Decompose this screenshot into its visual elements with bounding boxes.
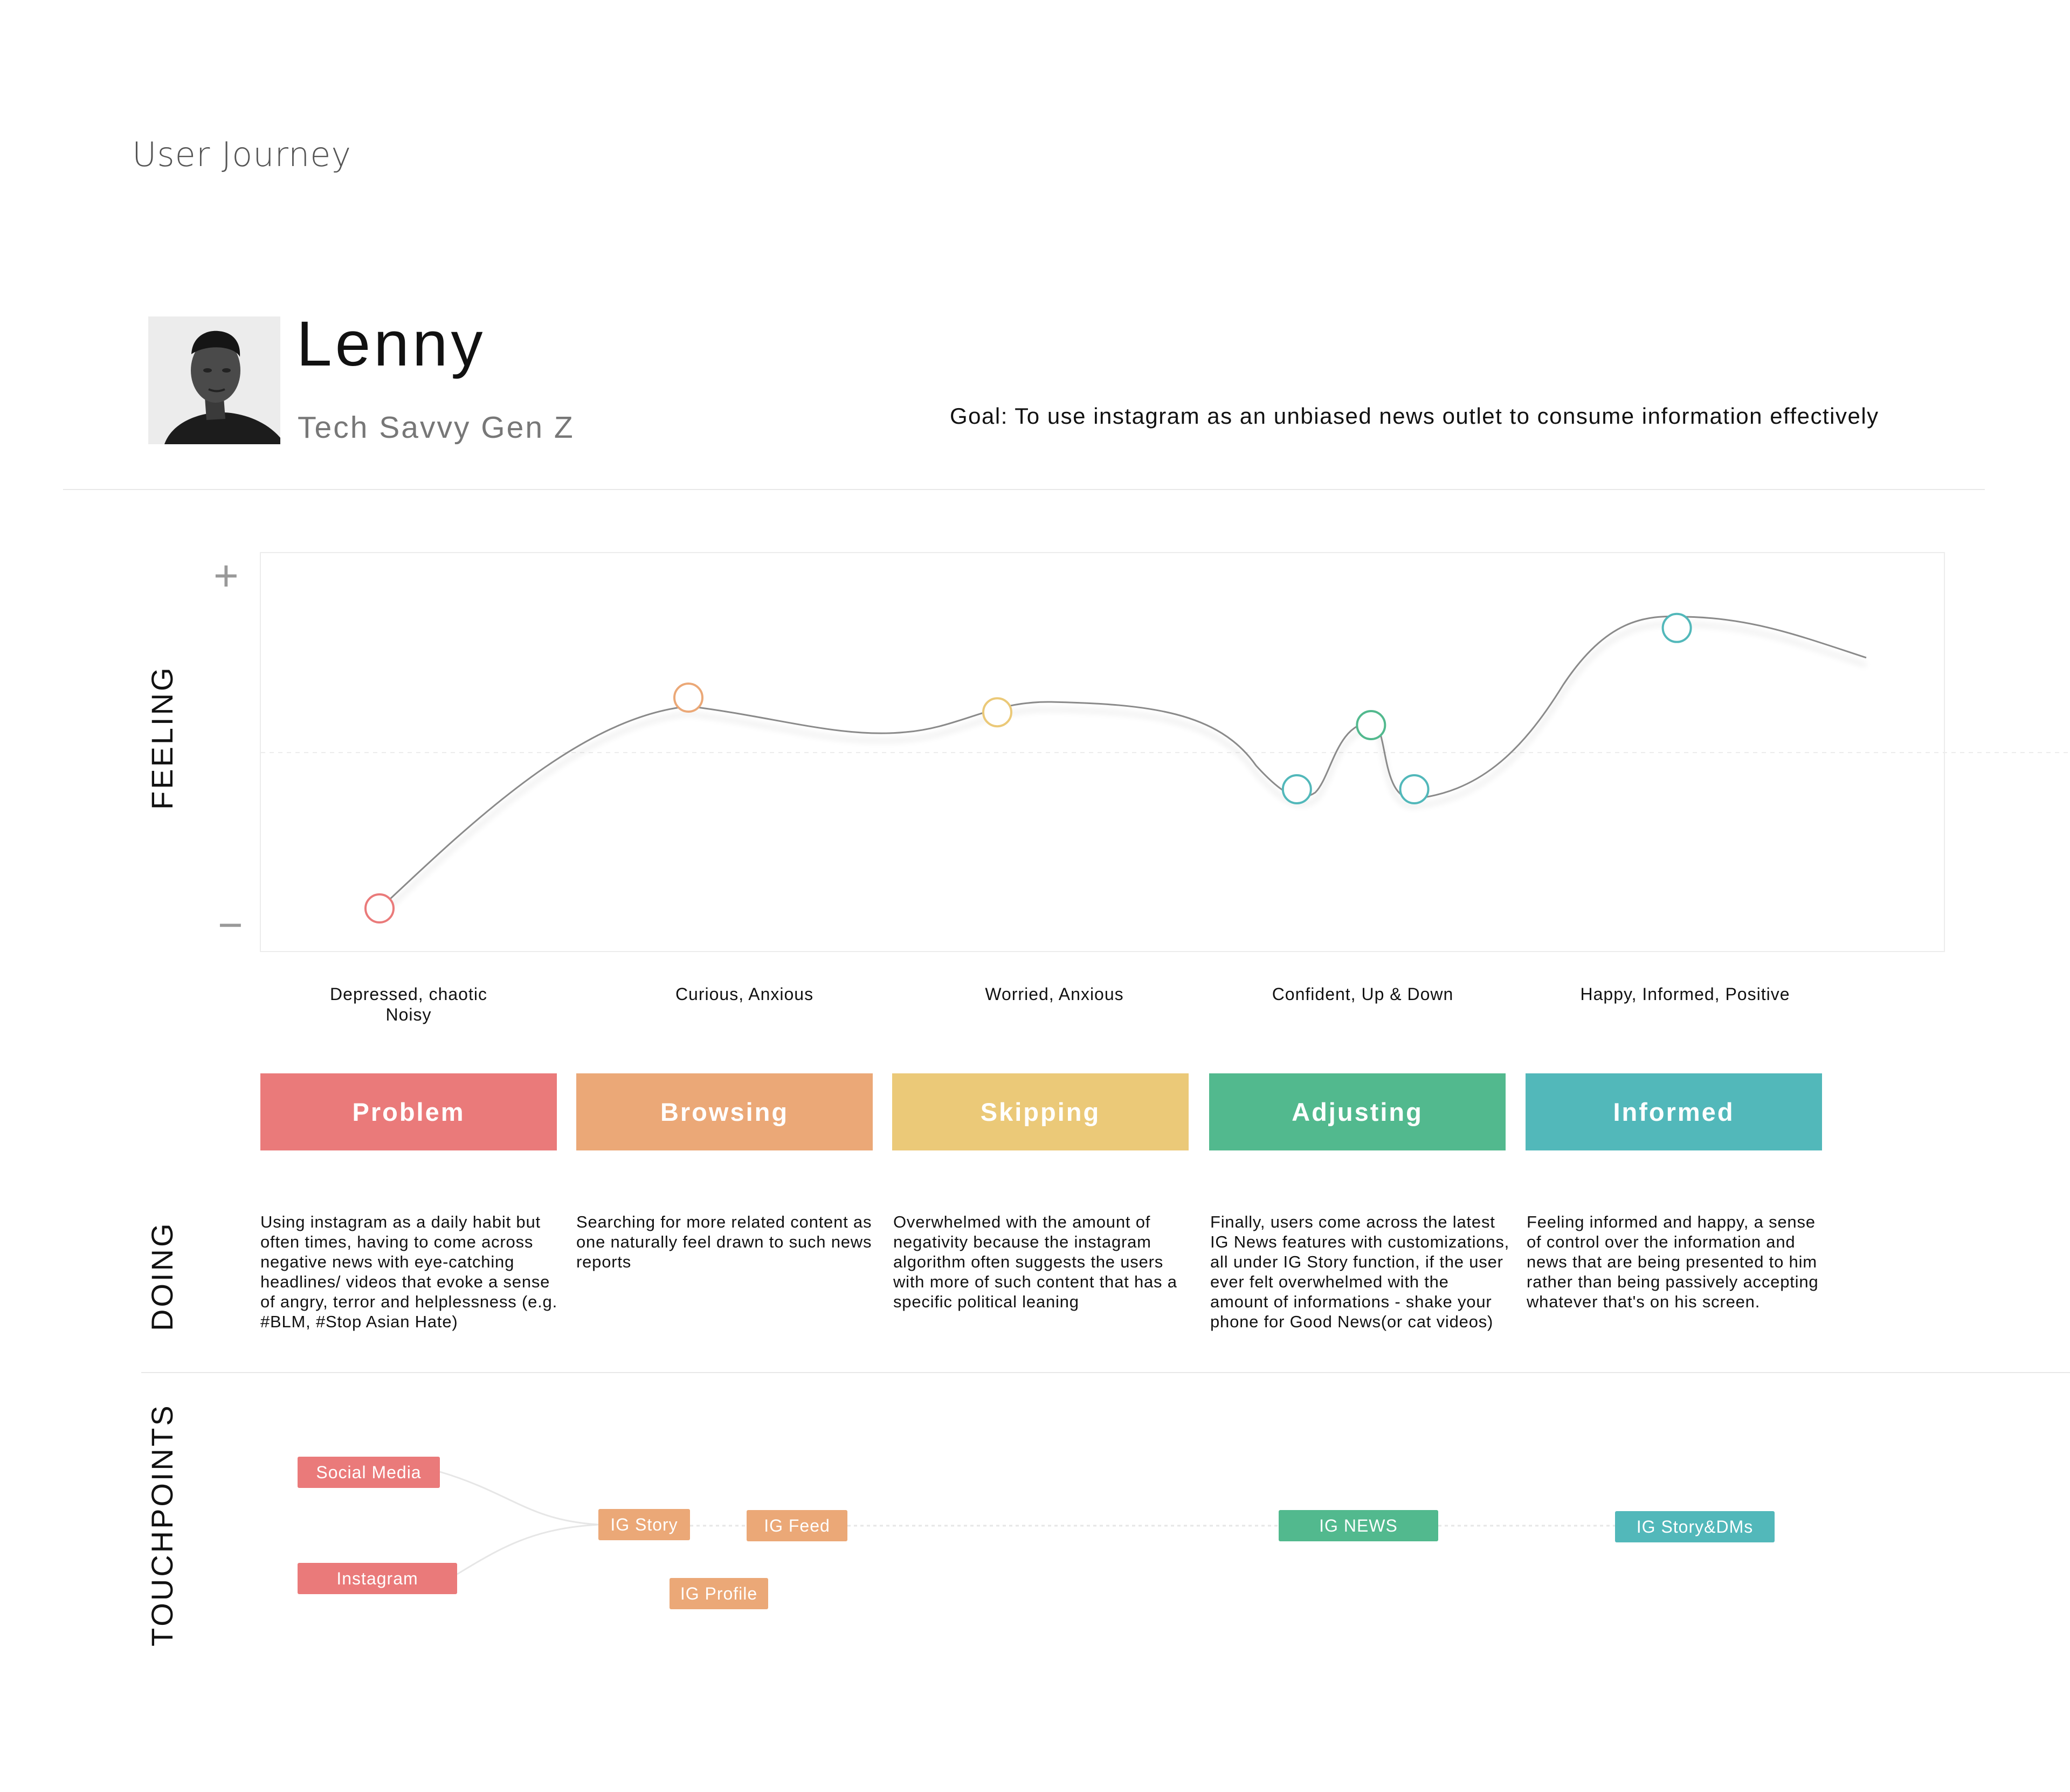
touchpoint-ig-story-dms: IG Story&DMs — [1615, 1511, 1775, 1542]
feeling-label-2-line1: Curious, Anxious — [675, 984, 814, 1004]
doing-adjusting: Finally, users come across the latest IG… — [1210, 1212, 1510, 1331]
feeling-label-5-line1: Happy, Informed, Positive — [1580, 984, 1790, 1004]
feeling-point-5 — [1356, 710, 1386, 740]
feeling-label-1-line2: Noisy — [385, 1005, 432, 1024]
feeling-label-1-line1: Depressed, chaotic — [330, 984, 487, 1004]
touchpoint-connectors — [439, 1471, 1615, 1575]
persona-type: Tech Savvy Gen Z — [298, 410, 575, 445]
feeling-point-4 — [1281, 774, 1312, 804]
doing-browsing: Searching for more related content as on… — [576, 1212, 872, 1271]
feeling-label-3-line1: Worried, Anxious — [985, 984, 1124, 1004]
stage-informed: Informed — [1526, 1073, 1822, 1150]
feeling-chart — [261, 612, 2070, 923]
persona-name: Lenny — [296, 308, 486, 380]
feeling-point-2 — [673, 683, 703, 713]
touchpoint-instagram: Instagram — [298, 1563, 457, 1594]
touchpoint-ig-feed: IG Feed — [747, 1510, 847, 1541]
row-label-doing: DOING — [145, 1221, 179, 1331]
axis-minus-label: − — [218, 901, 243, 949]
touchpoint-ig-news: IG NEWS — [1279, 1510, 1438, 1541]
touchpoint-ig-profile: IG Profile — [670, 1578, 768, 1609]
avatar — [148, 316, 280, 444]
stage-skipping: Skipping — [892, 1073, 1189, 1150]
axis-plus-label: + — [213, 552, 239, 599]
feeling-point-1 — [364, 893, 395, 923]
persona-goal: Goal: To use instagram as an unbiased ne… — [950, 403, 1879, 429]
stage-browsing: Browsing — [576, 1073, 873, 1150]
stage-adjusting: Adjusting — [1209, 1073, 1506, 1150]
feeling-label-4: Confident, Up & Down — [1244, 984, 1481, 1004]
doing-skipping: Overwhelmed with the amount of negativit… — [893, 1212, 1177, 1311]
feeling-point-6 — [1399, 774, 1430, 804]
feeling-label-1: Depressed, chaotic Noisy — [290, 984, 527, 1025]
feeling-point-7 — [1661, 612, 1692, 643]
touchpoint-social-media: Social Media — [298, 1457, 440, 1488]
persona-photo — [148, 316, 280, 444]
doing-informed: Feeling informed and happy, a sense of c… — [1527, 1212, 1819, 1311]
page-title: User Journey — [132, 135, 352, 174]
doing-divider — [141, 1372, 2070, 1373]
feeling-label-2: Curious, Anxious — [626, 984, 863, 1004]
touchpoint-ig-story: IG Story — [598, 1509, 690, 1540]
feeling-label-3: Worried, Anxious — [936, 984, 1173, 1004]
feeling-curve — [378, 615, 1867, 910]
feeling-label-5: Happy, Informed, Positive — [1567, 984, 1804, 1004]
stage-problem: Problem — [260, 1073, 557, 1150]
doing-problem: Using instagram as a daily habit but oft… — [260, 1212, 558, 1331]
header-divider — [63, 489, 1985, 490]
feeling-point-3 — [982, 697, 1012, 728]
feeling-label-4-line1: Confident, Up & Down — [1272, 984, 1454, 1004]
